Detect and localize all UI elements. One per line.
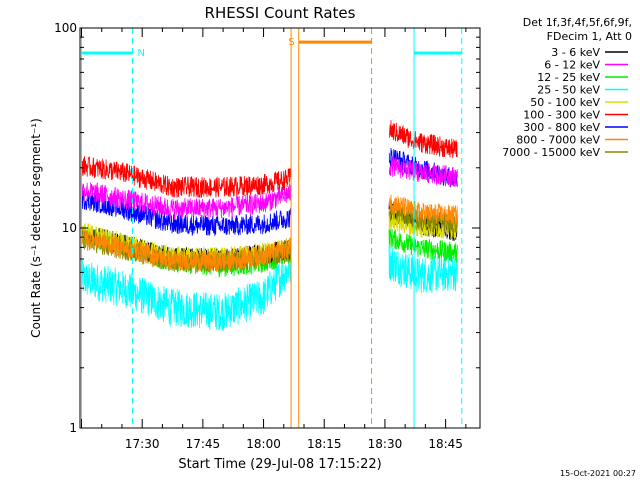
legend: Det 1f,3f,4f,5f,6f,9f, FDecim 1, Att 0 3… (502, 16, 632, 159)
legend-label-7: 800 - 7000 keV (516, 134, 600, 147)
legend-label-2: 12 - 25 keV (537, 71, 600, 84)
y-tick-label-1: 10 (62, 221, 77, 235)
legend-label-4: 50 - 100 keV (530, 96, 600, 109)
series-line-1 (81, 156, 458, 219)
x-axis-label: Start Time (29-Jul-08 17:15:22) (178, 457, 381, 472)
legend-header-line-1: Det 1f,3f,4f,5f,6f,9f, (523, 16, 632, 29)
x-tick-label-4: 18:30 (368, 437, 403, 451)
legend-header-line-2: FDecim 1, Att 0 (547, 30, 632, 43)
annotation-1-label: S (288, 37, 294, 48)
annotation-0-label: N (137, 48, 144, 59)
orbit-annotations: NS (80, 28, 463, 428)
series-layer (81, 120, 458, 331)
legend-label-8: 7000 - 15000 keV (502, 146, 600, 159)
legend-label-3: 25 - 50 keV (537, 84, 600, 97)
series-line-3 (81, 245, 458, 331)
y-axis-label: Count Rate (s⁻¹ detector segment⁻¹) (29, 118, 43, 338)
x-tick-label-5: 18:45 (428, 437, 463, 451)
legend-label-1: 6 - 12 keV (544, 59, 600, 72)
y-tick-label-0: 1 (69, 421, 77, 435)
y-tick-label-2: 100 (54, 21, 77, 35)
x-axis: 17:30 17:45 18:00 18:15 18:30 18:45 (80, 28, 467, 451)
x-tick-label-1: 17:45 (186, 437, 221, 451)
series-line-7 (81, 194, 458, 272)
legend-label-5: 100 - 300 keV (523, 109, 600, 122)
x-tick-label-2: 18:00 (246, 437, 281, 451)
chart-title: RHESSI Count Rates (205, 4, 356, 22)
y-axis: 1 10 100 (54, 21, 480, 435)
x-tick-label-3: 18:15 (307, 437, 342, 451)
series-line-5 (81, 120, 458, 198)
legend-label-0: 3 - 6 keV (551, 46, 600, 59)
footer-timestamp: 15-Oct-2021 00:27 (560, 469, 636, 478)
x-tick-label-0: 17:30 (125, 437, 160, 451)
legend-label-6: 300 - 800 keV (523, 121, 600, 134)
